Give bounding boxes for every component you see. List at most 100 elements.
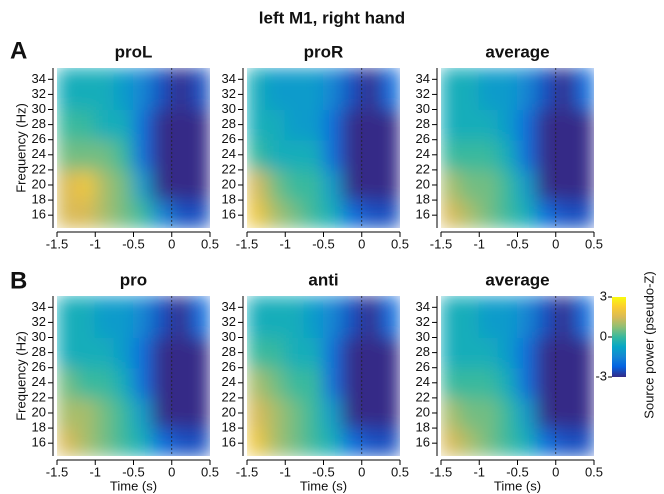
cell — [323, 109, 344, 141]
y-tick-label: 28 — [416, 116, 430, 131]
x-tick-label: 0.5 — [585, 236, 603, 251]
cell — [171, 68, 192, 111]
y-tick-label: 32 — [32, 314, 46, 329]
cell — [380, 169, 400, 201]
cell — [380, 68, 400, 111]
cell — [478, 139, 499, 171]
y-tick-label: 22 — [32, 389, 46, 404]
cell — [265, 337, 286, 369]
y-tick-label: 28 — [222, 116, 236, 131]
cell — [94, 427, 115, 456]
y-tick-label: 24 — [416, 374, 430, 389]
cell — [190, 109, 210, 141]
cell — [323, 337, 344, 369]
y-tick-label: 34 — [416, 299, 430, 314]
y-tick-label: 18 — [32, 192, 46, 207]
cell — [284, 199, 305, 228]
x-tick-label: -1 — [89, 236, 101, 251]
cell — [75, 199, 96, 228]
x-tick-label: -1.5 — [430, 464, 452, 479]
cell — [459, 109, 480, 141]
cell — [113, 367, 134, 399]
y-tick-label: 28 — [32, 116, 46, 131]
cell — [459, 296, 480, 339]
y-tick-label: 24 — [32, 146, 46, 161]
cell — [152, 397, 173, 429]
cell — [113, 109, 134, 141]
cell — [247, 68, 267, 111]
cell — [133, 427, 154, 456]
cell — [303, 169, 324, 201]
cell — [478, 296, 499, 339]
x-tick-label: 0 — [358, 464, 365, 479]
cell — [113, 397, 134, 429]
x-tick-label: 0.5 — [201, 464, 219, 479]
panel-title: average — [485, 270, 549, 289]
cell — [323, 367, 344, 399]
x-tick-label: -1 — [279, 464, 291, 479]
cell — [323, 169, 344, 201]
cell — [478, 199, 499, 228]
cell — [342, 337, 363, 369]
cell — [113, 427, 134, 456]
y-tick-label: 26 — [222, 131, 236, 146]
cell — [323, 296, 344, 339]
cell — [441, 139, 461, 171]
cell — [94, 169, 115, 201]
cell — [380, 109, 400, 141]
x-tick-label: -1.5 — [46, 464, 68, 479]
cell — [342, 296, 363, 339]
cell — [342, 427, 363, 456]
cell — [536, 397, 557, 429]
cell — [441, 68, 461, 111]
cell — [517, 169, 538, 201]
cell — [265, 109, 286, 141]
y-tick-label: 16 — [222, 435, 236, 450]
y-tick-label: 32 — [222, 86, 236, 101]
cell — [57, 397, 77, 429]
y-tick-label: 24 — [416, 146, 430, 161]
cell — [303, 68, 324, 111]
x-tick-label: 0 — [168, 464, 175, 479]
cell — [536, 139, 557, 171]
cell — [303, 397, 324, 429]
panel-label: A — [10, 37, 27, 64]
y-tick-label: 24 — [222, 374, 236, 389]
x-tick-label: -1.5 — [236, 464, 258, 479]
cell — [75, 139, 96, 171]
cell — [574, 139, 594, 171]
x-axis-label: Time (s) — [300, 478, 347, 493]
panel-title: anti — [308, 270, 338, 289]
cell — [536, 169, 557, 201]
cell — [441, 397, 461, 429]
cell — [342, 169, 363, 201]
cell — [133, 169, 154, 201]
cell — [497, 109, 518, 141]
cell — [361, 139, 382, 171]
x-tick-label: 0 — [358, 236, 365, 251]
cell — [380, 397, 400, 429]
y-tick-label: 18 — [416, 420, 430, 435]
cell — [574, 427, 594, 456]
cell — [361, 367, 382, 399]
cell — [284, 296, 305, 339]
cell — [152, 296, 173, 339]
cell — [380, 139, 400, 171]
cell — [94, 139, 115, 171]
cell — [441, 427, 461, 456]
cell — [113, 139, 134, 171]
y-tick-label: 34 — [32, 71, 46, 86]
cell — [57, 296, 77, 339]
x-tick-label: -0.5 — [506, 464, 528, 479]
y-tick-label: 28 — [222, 344, 236, 359]
cell — [171, 199, 192, 228]
cell — [555, 337, 576, 369]
y-tick-label: 16 — [416, 435, 430, 450]
y-tick-label: 16 — [32, 207, 46, 222]
cell — [284, 109, 305, 141]
x-tick-label: 0.5 — [201, 236, 219, 251]
heatmap-cells — [247, 68, 400, 228]
cell — [57, 139, 77, 171]
heatmap-cells — [57, 296, 210, 456]
cell — [152, 427, 173, 456]
